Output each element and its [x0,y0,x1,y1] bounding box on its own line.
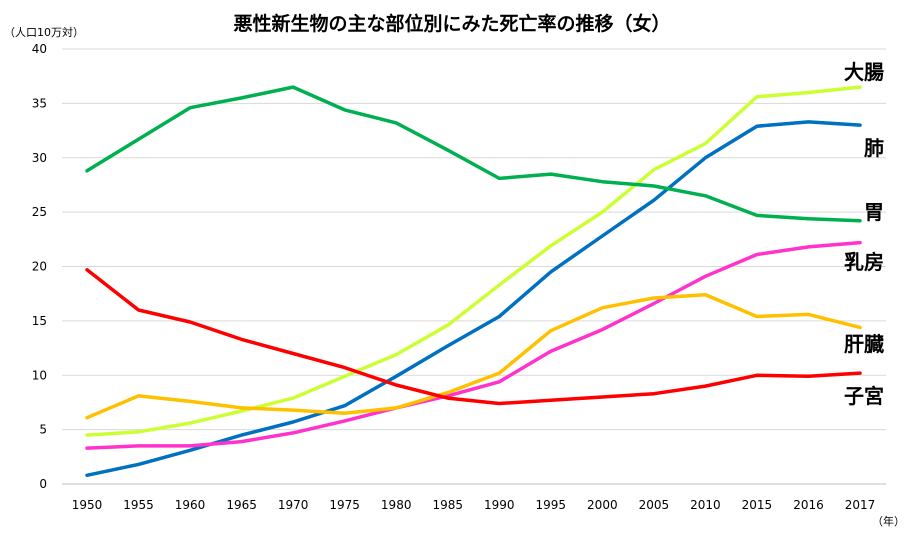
series-line-2 [85,85,862,223]
series-line-1 [85,120,862,478]
x-tick-label: 1985 [432,498,463,512]
y-tick-label: 5 [39,423,47,437]
x-tick-label: 1965 [226,498,257,512]
y-tick-label: 0 [39,477,47,491]
series-label-0: 大腸 [844,60,884,84]
y-axis-label: （人口10万対） [4,25,84,39]
y-axis-ticks: 0 5 10 15 20 25 30 35 40 [32,42,47,491]
x-tick-label: 1975 [329,498,360,512]
x-tick-label: 2010 [690,498,721,512]
x-tick-label: 2016 [793,498,824,512]
x-tick-label: 2005 [639,498,670,512]
gridlines [62,48,886,485]
x-tick-label: 1970 [278,498,309,512]
y-tick-label: 10 [32,368,47,382]
x-tick-label: 2000 [587,498,618,512]
y-tick-label: 30 [32,151,47,165]
y-tick-label: 40 [32,42,47,56]
series-line-0 [85,85,862,437]
x-axis-ticks: 1950 1955 1960 1965 1970 1975 1980 1985 1990 1995… [72,498,876,512]
series-lines [85,85,862,478]
y-tick-label: 15 [32,314,47,328]
x-tick-label: 1995 [536,498,567,512]
x-tick-label: 1950 [72,498,103,512]
x-axis-label: （年） [872,514,905,528]
series-line-4 [85,293,862,420]
chart-title: 悪性新生物の主な部位別にみた死亡率の推移（女） [233,12,670,35]
series-label-5: 子宮 [844,384,884,408]
y-tick-label: 20 [32,260,47,274]
series-line-5 [85,268,862,406]
x-tick-label: 2015 [742,498,773,512]
series-label-2: 胃 [864,200,884,224]
series-line-3 [85,240,862,450]
x-tick-label: 1980 [381,498,412,512]
x-tick-label: 1990 [484,498,515,512]
series-label-1: 肺 [864,136,884,160]
y-tick-label: 25 [32,205,47,219]
series-label-4: 肝臓 [844,332,884,356]
x-tick-label: 1955 [123,498,154,512]
series-label-3: 乳房 [844,250,884,274]
y-tick-label: 35 [32,96,47,110]
x-tick-label: 1960 [175,498,206,512]
x-tick-label: 2017 [845,498,876,512]
